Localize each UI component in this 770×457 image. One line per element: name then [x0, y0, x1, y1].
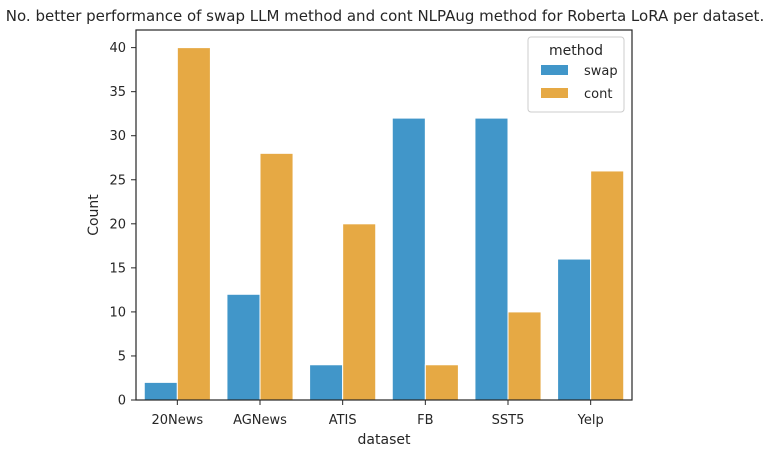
- bar-swap-agnews: [226, 293, 261, 401]
- bar-cont-fb: [424, 364, 459, 401]
- y-ticks-group: 0 5 10 15 20 25 30 35 40: [109, 41, 136, 409]
- chart-title: No. better performance of swap LLM metho…: [6, 7, 764, 25]
- legend-title: method: [549, 43, 603, 59]
- plot-frame: [135, 29, 633, 401]
- y-tick-label: 15: [109, 261, 126, 276]
- bar-swap-fb: [391, 117, 426, 401]
- y-tick-label: 10: [109, 305, 126, 320]
- y-tick-label: 40: [109, 41, 126, 56]
- bar-cont-atis: [342, 223, 377, 401]
- x-tick-label: SST5: [492, 413, 525, 428]
- y-tick-label: 30: [109, 129, 126, 144]
- x-ticks-group: 20News AGNews ATIS FB SST5 Yelp: [151, 400, 604, 428]
- legend: method swap cont: [527, 36, 625, 113]
- bar-swap-20news: [143, 381, 178, 401]
- y-tick-label: 5: [118, 349, 126, 364]
- y-axis-label: Count: [86, 194, 102, 236]
- legend-label-swap: swap: [584, 64, 618, 79]
- bar-cont-agnews: [259, 152, 294, 401]
- legend-label-cont: cont: [584, 87, 612, 102]
- bar-swap-sst5: [474, 117, 509, 401]
- bar-cont-yelp: [590, 170, 625, 401]
- x-tick-label: AGNews: [233, 413, 287, 428]
- x-tick-label: Yelp: [577, 413, 604, 428]
- bar-cont-20news: [176, 47, 211, 401]
- bars-group: [143, 47, 625, 401]
- y-tick-label: 25: [109, 173, 126, 188]
- y-tick-label: 35: [109, 85, 126, 100]
- bar-swap-atis: [309, 364, 344, 401]
- y-tick-label: 0: [118, 394, 126, 409]
- bar-cont-sst5: [507, 311, 542, 401]
- legend-swatch-cont: [541, 88, 568, 98]
- bar-swap-yelp: [557, 258, 592, 401]
- x-tick-label: 20News: [151, 413, 203, 428]
- x-axis-label: dataset: [358, 432, 411, 448]
- x-tick-label: ATIS: [329, 413, 357, 428]
- legend-swatch-swap: [541, 65, 568, 75]
- x-tick-label: FB: [417, 413, 433, 428]
- y-tick-label: 20: [109, 217, 126, 232]
